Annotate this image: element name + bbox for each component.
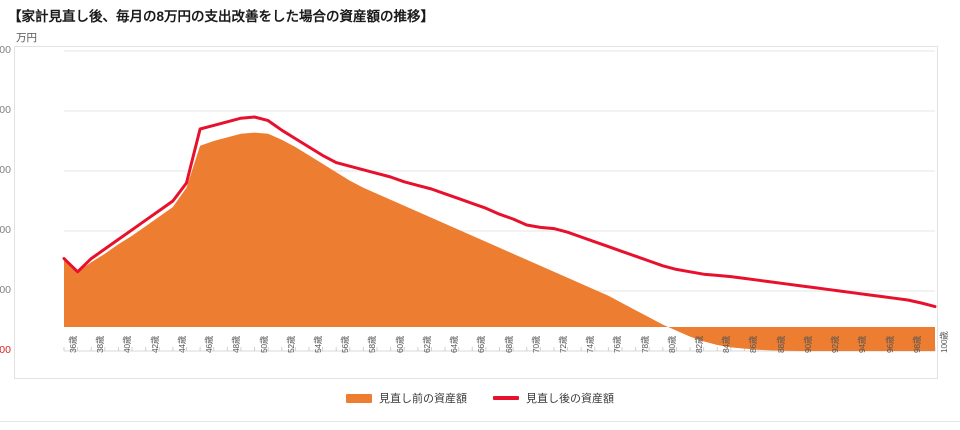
x-axis-tick-label: 62歳 <box>421 335 432 353</box>
x-axis-tick-label: 80歳 <box>666 335 677 353</box>
x-axis-tick-label: 96歳 <box>884 335 895 353</box>
x-axis-tick-label: 50歳 <box>258 335 269 353</box>
legend-item-after[interactable]: 見直し後の資産額 <box>493 390 614 406</box>
x-axis-tick-label: 88歳 <box>775 335 786 353</box>
legend-line-swatch-icon <box>493 396 519 400</box>
x-axis-tick-label: 66歳 <box>476 335 487 353</box>
x-axis-tick-label: 68歳 <box>503 335 514 353</box>
x-axis-tick-label: 44歳 <box>176 335 187 353</box>
x-axis-tick-label: 52歳 <box>285 335 296 353</box>
x-axis-tick-label: 40歳 <box>122 335 133 353</box>
x-axis-tick-label: 38歳 <box>95 335 106 353</box>
y-axis-tick-label: 18,000 <box>0 104 11 116</box>
x-axis-tick-label: 74歳 <box>585 335 596 353</box>
legend-label-after: 見直し後の資産額 <box>526 393 614 405</box>
x-axis-tick-label: 36歳 <box>68 335 78 353</box>
x-axis-tick-label: 42歳 <box>149 335 160 353</box>
x-axis-tick-label: 58歳 <box>367 335 378 353</box>
y-axis-tick-label: 3,000 <box>0 284 11 296</box>
x-axis-tick-label: 90歳 <box>802 335 813 353</box>
x-axis-tick-label: 82歳 <box>694 335 705 353</box>
x-axis-tick-label: 48歳 <box>231 335 242 353</box>
x-axis-tick-label: 64歳 <box>449 335 460 353</box>
x-axis-tick-label: 70歳 <box>530 335 541 353</box>
chart-svg <box>62 50 937 352</box>
x-axis-tick-label: 84歳 <box>721 335 732 353</box>
y-axis-unit-label: 万円 <box>16 32 37 44</box>
x-axis-tick-label: 100歳 <box>939 331 949 353</box>
x-axis-tick-label: 98歳 <box>911 335 922 353</box>
x-axis-tick-label: 76歳 <box>612 335 623 353</box>
y-axis-tick-label: 13,000 <box>0 164 11 176</box>
x-axis-tick-label: 54歳 <box>312 335 323 353</box>
plot-area <box>14 46 938 379</box>
x-axis-tick-label: 56歳 <box>340 335 351 353</box>
chart-legend: 見直し前の資産額 見直し後の資産額 <box>0 390 960 406</box>
x-axis-tick-label: 92歳 <box>830 335 841 353</box>
y-axis-tick-label: 8,000 <box>0 224 11 236</box>
legend-label-before: 見直し前の資産額 <box>379 393 467 405</box>
x-axis-tick-label: 60歳 <box>394 335 405 353</box>
y-axis-tick-label: -2,000 <box>0 344 11 356</box>
x-axis-tick-label: 46歳 <box>204 335 215 353</box>
x-axis-tick-label: 86歳 <box>748 335 759 353</box>
legend-area-swatch-icon <box>346 393 372 403</box>
legend-item-before[interactable]: 見直し前の資産額 <box>346 390 467 406</box>
chart-title: 【家計見直し後、毎月の8万円の支出改善をした場合の資産額の推移】 <box>8 9 435 24</box>
x-axis-tick-label: 78歳 <box>639 335 650 353</box>
x-axis-tick-label: 94歳 <box>857 335 868 353</box>
bottom-divider <box>0 421 960 422</box>
y-axis-tick-label: 23,000 <box>0 44 11 56</box>
x-axis-tick-label: 72歳 <box>557 335 568 353</box>
